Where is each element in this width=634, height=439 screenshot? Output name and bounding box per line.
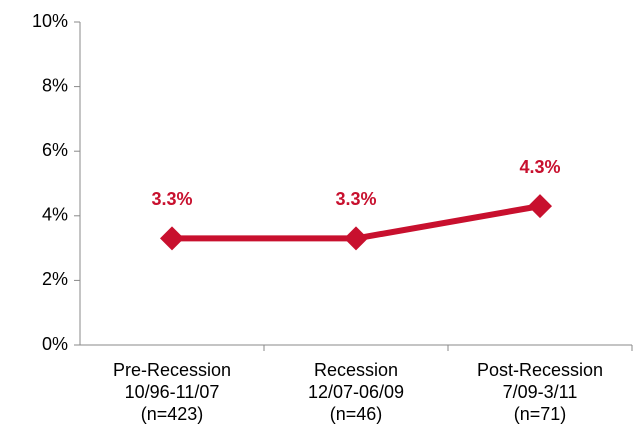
x-tick-label-line: Pre-Recession [113,360,231,380]
data-label: 3.3% [151,189,192,209]
x-tick-label: Pre-Recession 10/96-11/07 (n=423) [113,360,231,424]
data-label: 3.3% [335,189,376,209]
marker [160,226,184,251]
marker [344,226,368,251]
y-tick-label: 8% [42,75,68,95]
y-tick-label: 4% [42,205,68,225]
y-tick-label: 10% [32,11,68,31]
marker [528,194,552,219]
x-tick-label-line: 7/09-3/11 [503,382,578,402]
x-tick-label-line: (n=46) [330,404,383,424]
x-tick-label-line: (n=423) [141,404,204,424]
y-tick-label: 6% [42,140,68,160]
x-tick-label: Post-Recession 7/09-3/11 (n=71) [477,360,603,424]
x-tick-label-line: 10/96-11/07 [125,382,220,402]
x-tick-label: Recession 12/07-06/09 (n=46) [308,360,404,424]
data-label: 4.3% [519,157,560,177]
x-tick-label-line: (n=71) [514,404,567,424]
x-tick-label-line: Recession [314,360,398,380]
x-tick-label-line: Post-Recession [477,360,603,380]
x-tick-label-line: 12/07-06/09 [308,382,404,402]
y-tick-label: 0% [42,334,68,354]
y-tick-label: 2% [42,269,68,289]
